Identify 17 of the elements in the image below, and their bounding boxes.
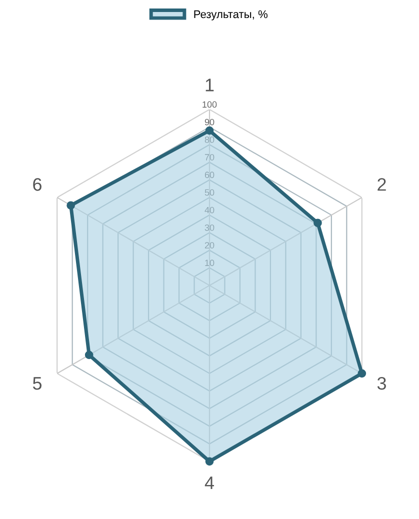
y-tick-label: 100 xyxy=(202,101,217,108)
spoke-label: 1 xyxy=(206,78,214,92)
legend-label: Результаты, % xyxy=(194,10,268,20)
y-tick-label: 20 xyxy=(204,242,214,248)
spoke-label: 6 xyxy=(33,178,42,191)
y-tick-label: 40 xyxy=(204,206,214,214)
spoke-label: 4 xyxy=(204,476,214,490)
y-tick-label: 10 xyxy=(205,260,214,266)
spoke-label: 2 xyxy=(378,178,386,191)
y-tick-label: 80 xyxy=(204,136,214,143)
spoke-label: 3 xyxy=(377,376,386,390)
y-tick-label: 60 xyxy=(204,172,214,178)
y-tick-label: 90 xyxy=(204,118,214,126)
y-tick-label: 50 xyxy=(204,189,214,196)
y-tick-label: 70 xyxy=(204,154,214,160)
spoke-label: 5 xyxy=(32,377,42,390)
y-tick-label: 30 xyxy=(204,224,214,231)
